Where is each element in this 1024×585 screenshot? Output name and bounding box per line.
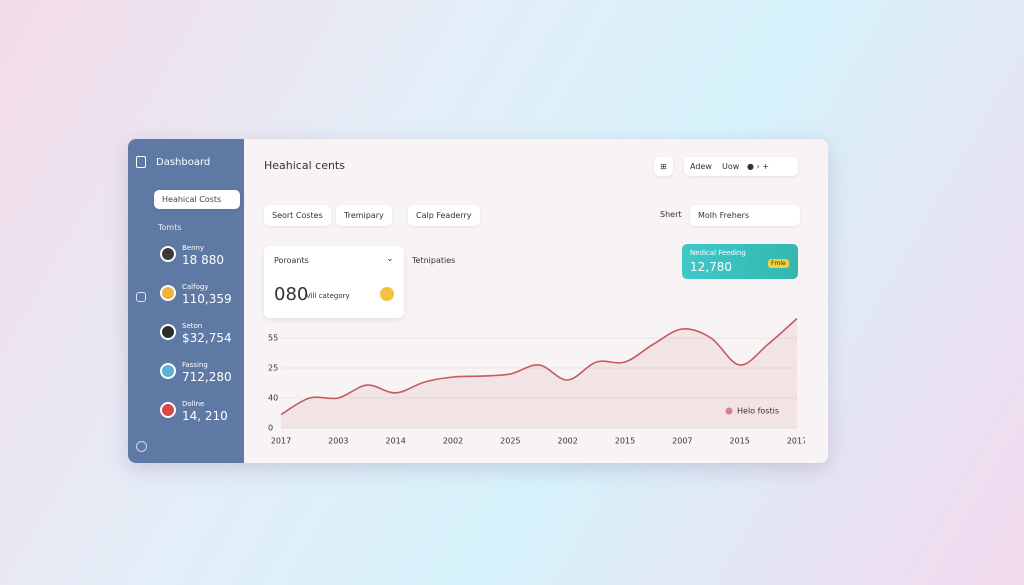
area (281, 318, 797, 428)
x-tick-label: 2017 (271, 437, 291, 446)
item-name: Seton (182, 322, 203, 330)
nav-button[interactable]: Heahical Costs (154, 190, 240, 209)
y-tick-label: 55 (268, 334, 278, 343)
filter[interactable]: Tremipary (336, 205, 392, 226)
legend-label: Helo fostis (737, 407, 779, 416)
item-name: Dollne (182, 400, 205, 408)
avatar (160, 246, 176, 262)
highlight-label: Nedical Feeding (690, 249, 746, 257)
home-icon (136, 292, 146, 302)
toolbar: Adew Uow ● › + (684, 157, 798, 176)
item-value: 712,280 (182, 370, 232, 384)
x-tick-label: 2002 (443, 437, 463, 446)
highlight-value: 12,780 (690, 260, 732, 274)
x-tick-label: 2007 (672, 437, 692, 446)
item-value: 18 880 (182, 253, 224, 267)
avatar (160, 285, 176, 301)
summary-caption: Vill category (306, 292, 350, 300)
x-tick-label: 2015 (615, 437, 635, 446)
filter[interactable]: Shert (660, 210, 682, 219)
logo-icon (136, 156, 146, 168)
filter[interactable]: Seort Costes (264, 205, 331, 226)
item-name: Benny (182, 244, 205, 252)
filter[interactable]: Molh Frehers (690, 205, 800, 226)
toolbar-item[interactable]: Adew (690, 162, 712, 171)
highlight-card: Nedical Feeding 12,780 Fmle (682, 244, 798, 279)
x-tick-label: 2014 (385, 437, 405, 446)
legend-swatch (725, 407, 733, 415)
y-tick-label: 0 (268, 424, 273, 433)
summary-value: 080 (274, 284, 309, 305)
section-label: Tomts (158, 223, 182, 232)
settings-icon (136, 441, 147, 452)
sidebar-title: Dashboard (156, 157, 211, 168)
line (280, 317, 798, 416)
grid-button[interactable]: ⊞ (654, 157, 673, 176)
summary-label: Poroants (274, 256, 309, 265)
side-label: Tetnipaties (412, 256, 456, 265)
badge-icon (380, 287, 394, 301)
x-tick-label: 2002 (557, 437, 577, 446)
item-value: 14, 210 (182, 409, 228, 423)
avatar (160, 324, 176, 340)
item-name: Fassing (182, 361, 208, 369)
header-title: Heahical cents (264, 159, 345, 172)
item-value: 110,359 (182, 292, 232, 306)
x-tick-label: 2015 (729, 437, 749, 446)
x-tick-label: 2017 (787, 437, 805, 446)
summary-card: Poroants ⌄ 080 Vill category (264, 246, 404, 318)
dropdown-icon[interactable]: ⌄ (386, 254, 394, 264)
toolbar-item[interactable]: Uow (722, 162, 740, 171)
item-name: Calfogy (182, 283, 209, 291)
y-tick-label: 40 (268, 394, 278, 403)
dashboard-card: Dashboard Heahical Costs Tomts Benny 18 … (128, 139, 828, 463)
chart: 0 40 25 55 2017 2003 2014 2002 2025 2002 2015 2007 2… (268, 317, 805, 446)
item-value: $32,754 (182, 331, 232, 345)
avatar (160, 402, 176, 418)
x-tick-label: 2025 (500, 437, 520, 446)
x-tick-label: 2003 (328, 437, 348, 446)
y-tick-label: 25 (268, 364, 278, 373)
highlight-badge[interactable]: Fmle (768, 259, 789, 268)
avatar (160, 363, 176, 379)
filter[interactable]: Calp Feaderry (408, 205, 480, 226)
sidebar: Dashboard Heahical Costs Tomts Benny 18 … (128, 139, 244, 463)
